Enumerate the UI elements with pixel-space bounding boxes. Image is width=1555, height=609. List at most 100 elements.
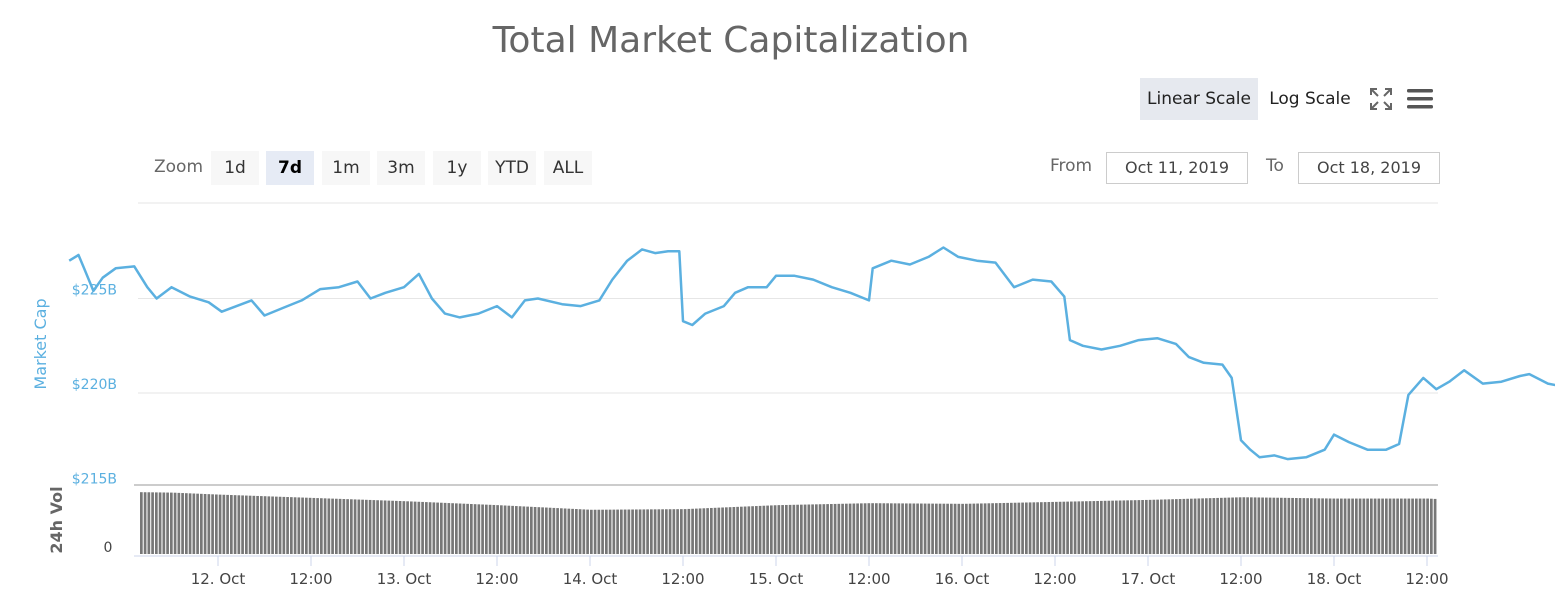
volume-bar (702, 508, 706, 554)
volume-bar (308, 497, 312, 554)
y-axis-label: Market Cap (31, 298, 50, 389)
volume-bar (893, 503, 897, 554)
volume-bar (507, 505, 511, 554)
volume-bar (788, 504, 792, 554)
volume-bar (233, 495, 237, 554)
volume-bar (1306, 498, 1309, 554)
volume-bar (1040, 502, 1043, 554)
volume-bar (1231, 497, 1234, 554)
volume-bar (1126, 500, 1129, 554)
volume-bar (1411, 498, 1414, 554)
volume-bar (597, 509, 601, 554)
volume-bar (458, 503, 462, 554)
zoom-1y-button[interactable]: 1y (433, 151, 481, 185)
volume-bar (1175, 499, 1178, 554)
volume-bar (800, 504, 803, 554)
volume-bar (1100, 500, 1103, 554)
volume-bar (391, 500, 394, 554)
volume-bar (1216, 497, 1219, 554)
volume-bar (1208, 498, 1212, 554)
linear-scale-button[interactable]: Linear Scale (1140, 78, 1258, 120)
volume-bar (1396, 498, 1399, 554)
volume-bar (282, 496, 286, 554)
volume-bar (1163, 499, 1167, 554)
from-label: From (1050, 156, 1093, 176)
zoom-1m-button[interactable]: 1m (322, 151, 370, 185)
volume-bar (1036, 502, 1039, 554)
to-date-input[interactable]: Oct 18, 2019 (1298, 152, 1440, 184)
volume-bar (1250, 497, 1253, 554)
volume-bar (1310, 498, 1313, 554)
zoom-ytd-button[interactable]: YTD (488, 151, 536, 185)
volume-bar (1122, 500, 1126, 554)
volume-bar (271, 496, 274, 554)
volume-bar (1291, 497, 1294, 554)
volume-bar (1032, 502, 1036, 554)
volume-bar (623, 509, 627, 554)
volume-bar (635, 509, 638, 554)
volume-bar (256, 495, 259, 554)
volume-bar (241, 495, 244, 554)
volume-bar (942, 503, 946, 554)
volume-bar (1373, 498, 1377, 554)
volume-bar (890, 503, 893, 554)
volume-bar (612, 509, 616, 554)
volume-bar (226, 494, 229, 554)
volume-bar (286, 497, 289, 554)
volume-bar (1178, 499, 1182, 554)
volume-bar (1212, 498, 1216, 554)
volume-bar (1242, 497, 1246, 554)
volume-bar (1006, 502, 1009, 554)
zoom-3m-button[interactable]: 3m (377, 151, 425, 185)
zoom-1d-button[interactable]: 1d (211, 151, 259, 185)
volume-bar (177, 492, 181, 554)
volume-bar (582, 509, 586, 554)
zoom-7d-button[interactable]: 7d (266, 151, 314, 185)
volume-bar (387, 500, 391, 554)
volume-bar (616, 509, 619, 554)
volume-bar (260, 496, 263, 554)
volume-bar (1133, 500, 1137, 554)
volume-bar (1257, 497, 1261, 554)
volume-bar (822, 504, 826, 554)
volume-bar (1111, 500, 1114, 554)
volume-bar (432, 502, 436, 554)
volume-bar (357, 499, 361, 554)
hamburger-menu-icon[interactable] (1405, 86, 1435, 112)
volume-bar (1077, 501, 1081, 554)
log-scale-button[interactable]: Log Scale (1269, 89, 1351, 109)
volume-bar (552, 507, 556, 554)
volume-bar (383, 500, 387, 554)
y-tick-label: $215B (72, 472, 117, 488)
volume-bar (406, 501, 409, 554)
fullscreen-icon[interactable] (1368, 86, 1394, 112)
volume-bar (192, 493, 196, 554)
volume-bar (1362, 498, 1366, 554)
volume-bar (1025, 502, 1028, 554)
x-tick-label: 13. Oct (377, 570, 432, 588)
volume-bar (522, 506, 526, 554)
x-tick-label: 12:00 (661, 570, 704, 588)
zoom-all-button[interactable]: ALL (544, 151, 592, 185)
chart-title: Total Market Capitalization (492, 20, 970, 61)
volume-bar (230, 495, 233, 554)
volume-bar (1246, 497, 1249, 554)
volume-bar (642, 509, 646, 554)
volume-bar (1265, 497, 1268, 554)
volume-bar (995, 503, 998, 554)
volume-bar (590, 509, 593, 554)
volume-bar (987, 503, 991, 554)
volume-bar (766, 505, 769, 554)
volume-bar (207, 494, 211, 554)
volume-bar (413, 501, 417, 554)
from-date-input[interactable]: Oct 11, 2019 (1106, 152, 1248, 184)
volume-bar (826, 504, 829, 554)
volume-bar (1430, 498, 1433, 554)
volume-bar (278, 496, 282, 554)
volume-bar (1302, 498, 1306, 554)
volume-bar (545, 507, 548, 554)
x-tick-label: 16. Oct (935, 570, 990, 588)
volume-bar (818, 504, 822, 554)
volume-bar (1115, 500, 1118, 554)
volume-bar (1276, 497, 1279, 554)
